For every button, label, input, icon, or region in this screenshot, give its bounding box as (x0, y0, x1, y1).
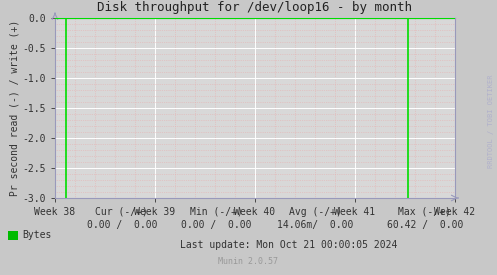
Text: 14.06m/  0.00: 14.06m/ 0.00 (277, 220, 354, 230)
Text: 0.00 /  0.00: 0.00 / 0.00 (181, 220, 251, 230)
Text: Avg (-/+): Avg (-/+) (289, 207, 342, 217)
Text: 60.42 /  0.00: 60.42 / 0.00 (387, 220, 463, 230)
Title: Disk throughput for /dev/loop16 - by month: Disk throughput for /dev/loop16 - by mon… (97, 1, 413, 14)
Y-axis label: Pr second read (-) / write (+): Pr second read (-) / write (+) (10, 20, 20, 196)
Text: Munin 2.0.57: Munin 2.0.57 (219, 257, 278, 266)
Text: Cur (-/+): Cur (-/+) (95, 207, 148, 217)
Text: Last update: Mon Oct 21 00:00:05 2024: Last update: Mon Oct 21 00:00:05 2024 (179, 240, 397, 250)
Text: 0.00 /  0.00: 0.00 / 0.00 (86, 220, 157, 230)
Text: Bytes: Bytes (22, 230, 51, 241)
Text: Max (-/+): Max (-/+) (399, 207, 451, 217)
Text: Min (-/+): Min (-/+) (190, 207, 243, 217)
Text: RRDTOOL / TOBI OETIKER: RRDTOOL / TOBI OETIKER (488, 74, 494, 168)
